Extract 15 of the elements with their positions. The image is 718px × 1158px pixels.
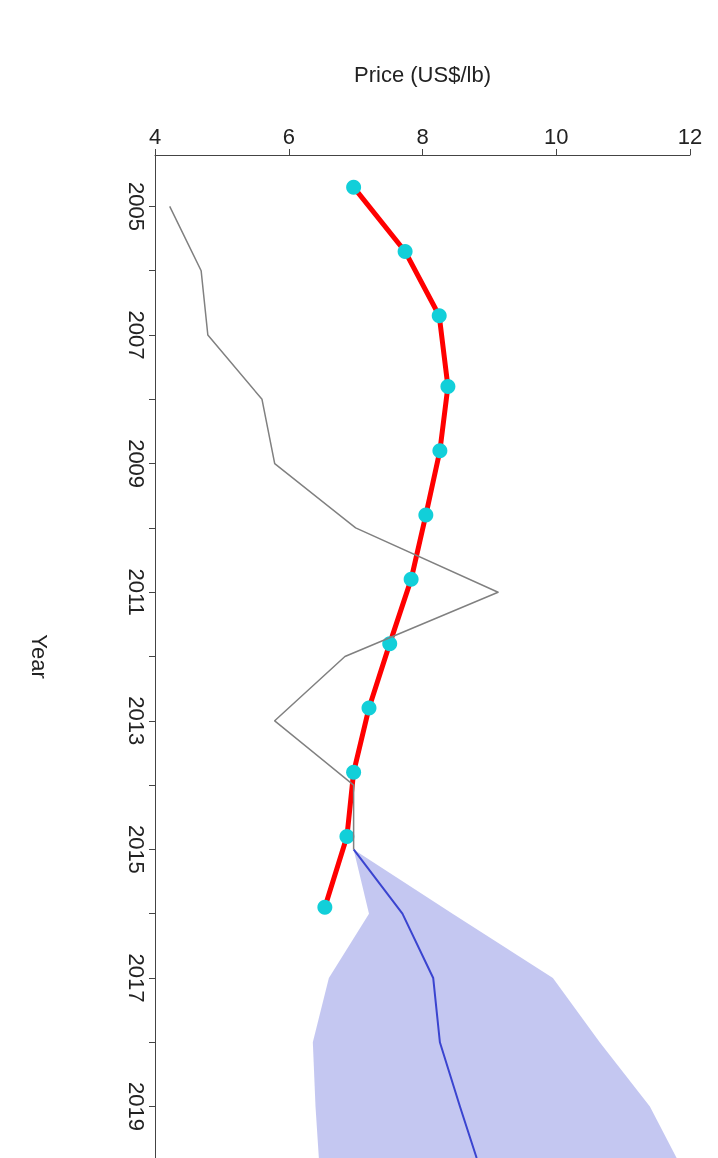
y-tick-label: 2017	[123, 953, 149, 1003]
x-tick-label: 4	[148, 123, 162, 149]
y-tick-label: 2015	[123, 824, 149, 874]
x-tick-label: 6	[282, 123, 295, 149]
x-tick-label: 12	[677, 123, 703, 149]
y-axis-title: Year	[26, 634, 52, 679]
x-axis-title: Price (US$/lb)	[354, 61, 491, 87]
y-tick-label: 2019	[123, 1082, 149, 1132]
y-tick-label: 2005	[123, 181, 149, 231]
x-tick-label: 10	[544, 123, 569, 149]
y-tick-label: 2009	[123, 439, 149, 489]
y-tick-label: 2011	[123, 568, 149, 616]
x-tick-label: 8	[416, 123, 429, 149]
y-tick-label: 2007	[123, 310, 149, 360]
y-tick-label: 2013	[123, 696, 149, 746]
